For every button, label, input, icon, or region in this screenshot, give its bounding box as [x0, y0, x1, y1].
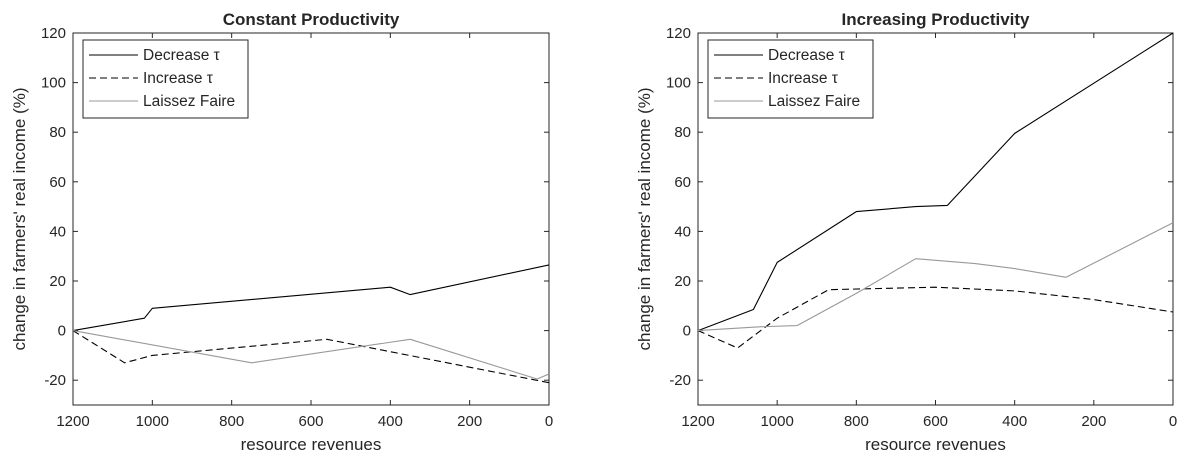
y-tick-label: -20	[44, 372, 66, 389]
y-axis-label: change in farmers' real income (%)	[10, 87, 29, 350]
x-tick-label: 0	[1169, 413, 1177, 430]
y-tick-label: 60	[674, 174, 691, 191]
chart-title: Constant Productivity	[223, 10, 400, 29]
legend: Decrease τ Increase τ Laissez Faire	[707, 39, 874, 119]
y-tick-label: 120	[41, 25, 66, 42]
legend-label-2: Increase τ	[143, 70, 213, 87]
y-tick-label: 40	[674, 223, 691, 240]
series-line-1	[72, 264, 550, 332]
y-tick-label: 0	[683, 323, 691, 340]
x-tick-label: 1200	[56, 413, 89, 430]
legend: Decrease τ Increase τ Laissez Faire	[82, 39, 249, 119]
y-tick-label: 80	[674, 124, 691, 141]
y-tick-label: 100	[41, 75, 66, 92]
y-tick-label: -20	[669, 372, 691, 389]
series-line-1	[697, 32, 1174, 332]
x-tick-label: 800	[844, 413, 869, 430]
chart-panel-1: 1200 1000 800 600 400 200 0 -20 0 20 40 60 80 100 120 C…	[10, 10, 553, 454]
y-tick-label: 60	[49, 174, 66, 191]
x-tick-label: 200	[457, 413, 482, 430]
legend-label-1: Decrease τ	[768, 47, 845, 64]
x-tick-label: 1000	[136, 413, 169, 430]
x-tick-label: 600	[923, 413, 948, 430]
x-tick-label: 400	[1002, 413, 1027, 430]
x-axis-label: resource revenues	[865, 435, 1006, 454]
y-tick-label: 80	[49, 124, 66, 141]
chart-panel-2: 1200 1000 800 600 400 200 0 -20 0 20 40 60 80 100 120 I…	[635, 10, 1177, 454]
x-tick-label: 200	[1081, 413, 1106, 430]
y-tick-label: 40	[49, 223, 66, 240]
y-tick-label: 0	[58, 323, 66, 340]
x-tick-label: 1200	[681, 413, 714, 430]
y-tick-label: 20	[49, 273, 66, 290]
chart-title: Increasing Productivity	[842, 10, 1031, 29]
x-axis-label: resource revenues	[241, 435, 382, 454]
x-tick-label: 1000	[760, 413, 793, 430]
x-tick-label: 400	[378, 413, 403, 430]
x-tick-label: 0	[545, 413, 553, 430]
series-line-3	[697, 222, 1174, 332]
x-tick-label: 600	[298, 413, 323, 430]
x-tick-label: 800	[219, 413, 244, 430]
y-tick-label: 20	[674, 273, 691, 290]
legend-box	[707, 39, 874, 119]
series-line-2	[72, 330, 550, 384]
legend-box	[82, 39, 249, 119]
legend-label-3: Laissez Faire	[143, 93, 235, 110]
y-tick-label: 120	[666, 25, 691, 42]
y-tick-label: 100	[666, 75, 691, 92]
legend-label-1: Decrease τ	[143, 47, 220, 64]
y-axis-label: change in farmers' real income (%)	[635, 87, 654, 350]
legend-label-3: Laissez Faire	[768, 93, 860, 110]
legend-label-2: Increase τ	[768, 70, 838, 87]
series-line-3	[72, 330, 550, 380]
